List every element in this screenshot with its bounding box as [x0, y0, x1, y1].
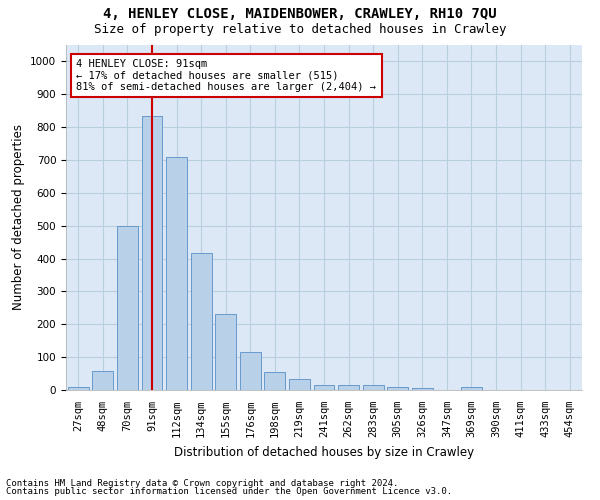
X-axis label: Distribution of detached houses by size in Crawley: Distribution of detached houses by size … — [174, 446, 474, 458]
Text: 4 HENLEY CLOSE: 91sqm
← 17% of detached houses are smaller (515)
81% of semi-det: 4 HENLEY CLOSE: 91sqm ← 17% of detached … — [76, 59, 376, 92]
Text: Contains public sector information licensed under the Open Government Licence v3: Contains public sector information licen… — [6, 487, 452, 496]
Bar — [92, 371, 113, 390]
Text: Size of property relative to detached houses in Crawley: Size of property relative to detached ho… — [94, 22, 506, 36]
Bar — [240, 352, 261, 390]
Bar — [68, 388, 89, 390]
Bar — [289, 379, 310, 390]
Text: 4, HENLEY CLOSE, MAIDENBOWER, CRAWLEY, RH10 7QU: 4, HENLEY CLOSE, MAIDENBOWER, CRAWLEY, R… — [103, 8, 497, 22]
Bar — [362, 386, 383, 390]
Y-axis label: Number of detached properties: Number of detached properties — [11, 124, 25, 310]
Bar — [117, 226, 138, 390]
Bar — [265, 372, 286, 390]
Bar — [215, 314, 236, 390]
Bar — [191, 252, 212, 390]
Bar — [461, 386, 482, 390]
Bar — [166, 156, 187, 390]
Bar — [314, 385, 334, 390]
Bar — [338, 385, 359, 390]
Bar — [387, 386, 408, 390]
Bar — [412, 388, 433, 390]
Bar — [142, 116, 163, 390]
Text: Contains HM Land Registry data © Crown copyright and database right 2024.: Contains HM Land Registry data © Crown c… — [6, 478, 398, 488]
